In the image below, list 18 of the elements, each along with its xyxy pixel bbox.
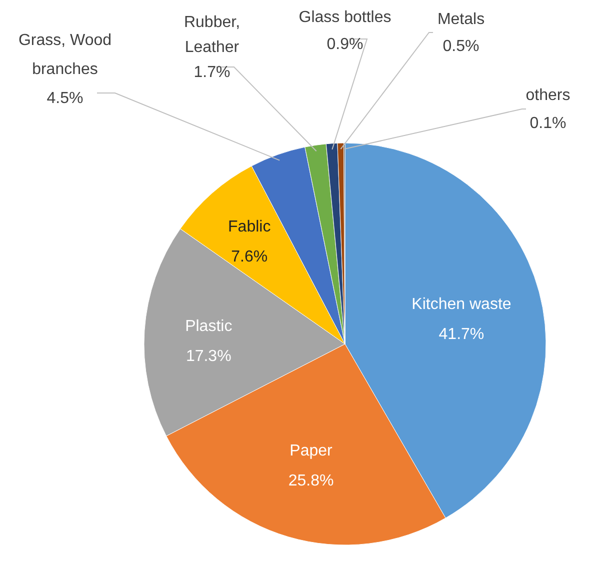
slice-label: others	[526, 87, 570, 104]
slice-label: Metals	[437, 11, 485, 28]
data-label: 4.5%	[46, 90, 84, 107]
data-label: 17.3%	[186, 348, 232, 365]
data-label: 41.7%	[438, 326, 484, 343]
slice-label: Kitchen waste	[412, 296, 512, 313]
data-label: 7.6%	[231, 248, 268, 266]
slice-label: Rubber, Leather	[184, 14, 240, 56]
slice-label: Paper	[290, 442, 334, 460]
data-label: 0.9%	[326, 36, 364, 53]
data-label: 1.7%	[194, 64, 230, 81]
slice-label: Grass, Wood branches	[18, 32, 112, 78]
slice-label: Fablic	[228, 218, 271, 236]
data-label: 25.8%	[288, 472, 334, 490]
data-label: 0.5%	[442, 38, 480, 55]
slice-label: Plastic	[185, 318, 232, 335]
data-label: 0.1%	[530, 115, 566, 132]
slice-label: Glass bottles	[298, 9, 392, 26]
